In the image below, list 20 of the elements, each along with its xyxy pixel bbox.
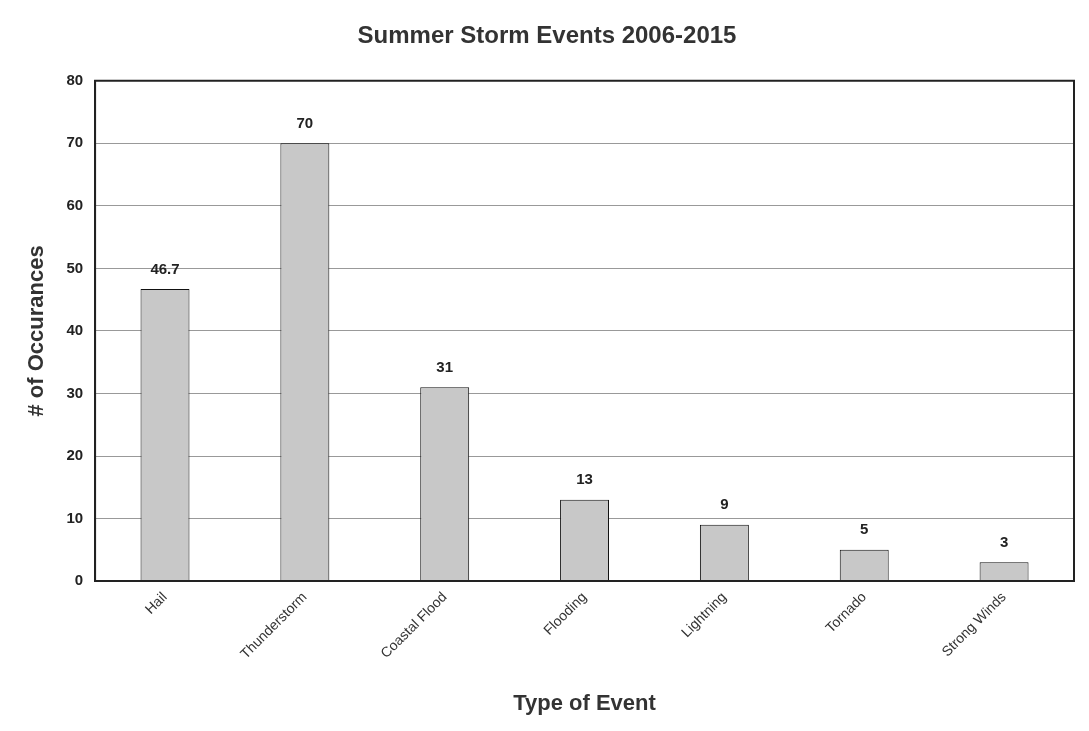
- y-tick-label: 80: [66, 70, 84, 88]
- x-tick-label: Hail: [141, 588, 170, 617]
- data-label: 5: [860, 520, 869, 538]
- data-label: 13: [576, 470, 593, 488]
- y-tick-label: 60: [66, 196, 84, 214]
- y-tick-label: 50: [66, 258, 84, 276]
- chart-title: Summer Storm Events 2006-2015: [357, 21, 737, 49]
- y-tick-label: 10: [66, 508, 84, 526]
- y-tick-label: 20: [66, 446, 84, 464]
- x-axis-title: Type of Event: [513, 689, 657, 715]
- data-label: 3: [999, 532, 1009, 550]
- y-tick-label: 40: [66, 321, 84, 339]
- data-label: 46.7: [150, 259, 180, 277]
- y-axis-title: # of Occurances: [23, 245, 49, 417]
- data-label: 70: [296, 113, 314, 131]
- data-label: 9: [720, 495, 729, 513]
- y-tick-label: 70: [66, 133, 84, 151]
- data-label: 31: [436, 357, 454, 375]
- y-tick-label: 0: [74, 571, 84, 589]
- y-tick-label: 30: [66, 383, 84, 401]
